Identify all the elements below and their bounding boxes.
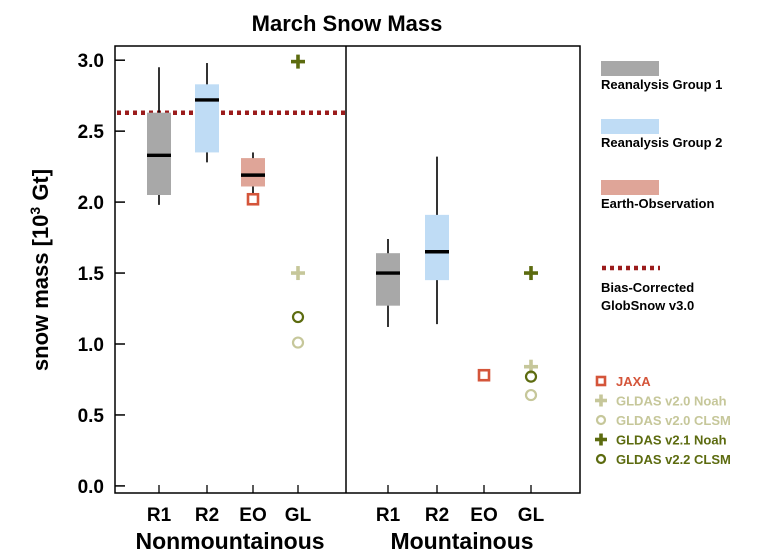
y-tick-label-1: 0.5 xyxy=(78,406,105,427)
point-5 xyxy=(477,368,491,382)
point-6 xyxy=(524,266,538,281)
legend-box-label-1: Reanalysis Group 2 xyxy=(601,135,722,150)
category-label-1-2: EO xyxy=(470,505,497,526)
group-label-0: Nonmountainous xyxy=(135,528,324,554)
plot-area: 0.00.51.01.52.02.53.0R1 R2 EO GLNonmountain… xyxy=(78,45,581,554)
legend-marker-3 xyxy=(595,433,607,446)
box-0 xyxy=(147,67,171,205)
legend-marker-2 xyxy=(595,414,607,426)
legend-marker-label-4: GLDAS v2.2 CLSM xyxy=(616,452,731,467)
legend: Reanalysis Group 1 Reanalysis Group 2 Eart… xyxy=(595,61,731,467)
box-iqr-2 xyxy=(241,158,265,187)
y-axis-label: snow mass [103 Gt] xyxy=(27,169,53,371)
y-tick-label-0: 0.0 xyxy=(78,477,104,498)
legend-marker-4 xyxy=(595,453,607,465)
point-4 xyxy=(291,336,305,349)
legend-marker-label-1: GLDAS v2.0 Noah xyxy=(616,394,727,409)
point-1 xyxy=(291,54,305,69)
y-axis-label-end: Gt] xyxy=(28,169,53,207)
legend-line-label-2: GlobSnow v3.0 xyxy=(601,298,694,313)
category-label-1-1: R2 xyxy=(425,505,449,526)
y-tick-label-3: 1.5 xyxy=(78,264,105,285)
legend-marker-label-3: GLDAS v2.1 Noah xyxy=(616,433,727,448)
legend-box-swatch-1 xyxy=(601,119,659,134)
legend-marker-label-2: GLDAS v2.0 CLSM xyxy=(616,413,731,428)
point-0 xyxy=(246,192,260,206)
legend-box-label-2: Earth-Observation xyxy=(601,196,714,211)
box-3 xyxy=(376,238,400,327)
y-tick-label-5: 2.5 xyxy=(78,122,105,143)
chart-title: March Snow Mass xyxy=(252,11,443,36)
legend-marker-label-0: JAXA xyxy=(616,374,651,389)
box-iqr-3 xyxy=(376,253,400,306)
group-label-1: Mountainous xyxy=(390,528,533,554)
y-tick-label-4: 2.0 xyxy=(78,193,104,214)
y-tick-label-6: 3.0 xyxy=(78,51,104,72)
category-label-0-2: EO xyxy=(239,505,266,526)
legend-box-swatch-2 xyxy=(601,180,659,195)
y-tick-label-2: 1.0 xyxy=(78,335,104,356)
box-1 xyxy=(195,63,219,163)
box-4 xyxy=(425,156,449,325)
y-axis-label-main: snow mass [10 xyxy=(28,215,53,372)
y-axis-label-superscript: 3 xyxy=(27,207,43,215)
category-label-0-1: R2 xyxy=(195,505,219,526)
legend-box-swatch-0 xyxy=(601,61,659,76)
category-label-1-0: R1 xyxy=(376,505,401,526)
point-8 xyxy=(524,370,538,383)
category-label-0-0: R1 xyxy=(147,505,172,526)
plot-frame xyxy=(114,45,581,494)
box-iqr-1 xyxy=(195,84,219,153)
box-iqr-4 xyxy=(425,214,449,281)
category-label-1-3: GL xyxy=(518,505,545,526)
point-2 xyxy=(291,266,305,281)
point-3 xyxy=(291,310,305,324)
legend-line-label-1: Bias-Corrected xyxy=(601,280,694,295)
box-2 xyxy=(241,152,265,194)
category-label-0-3: GL xyxy=(285,505,312,526)
point-9 xyxy=(524,388,538,402)
legend-box-label-0: Reanalysis Group 1 xyxy=(601,77,722,92)
legend-marker-1 xyxy=(595,394,607,407)
legend-marker-0 xyxy=(595,375,607,387)
